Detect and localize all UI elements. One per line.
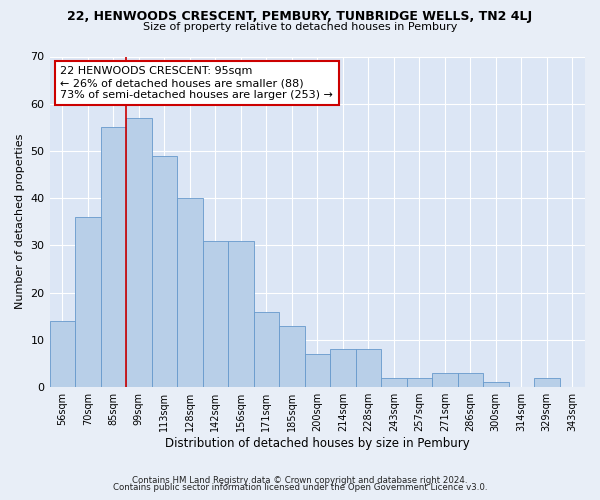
Bar [177, 198, 203, 387]
Bar [356, 350, 381, 387]
Bar [152, 156, 177, 387]
Text: 22, HENWOODS CRESCENT, PEMBURY, TUNBRIDGE WELLS, TN2 4LJ: 22, HENWOODS CRESCENT, PEMBURY, TUNBRIDG… [67, 10, 533, 23]
Bar [458, 373, 483, 387]
Bar [534, 378, 560, 387]
Bar [126, 118, 152, 387]
Bar [228, 240, 254, 387]
Bar [75, 217, 101, 387]
Bar [203, 240, 228, 387]
Bar [483, 382, 509, 387]
Bar [254, 312, 279, 387]
Text: Size of property relative to detached houses in Pembury: Size of property relative to detached ho… [143, 22, 457, 32]
Y-axis label: Number of detached properties: Number of detached properties [15, 134, 25, 310]
Text: Contains HM Land Registry data © Crown copyright and database right 2024.: Contains HM Land Registry data © Crown c… [132, 476, 468, 485]
Bar [381, 378, 407, 387]
Bar [279, 326, 305, 387]
Bar [50, 321, 75, 387]
Bar [330, 350, 356, 387]
Bar [101, 128, 126, 387]
Bar [432, 373, 458, 387]
Bar [305, 354, 330, 387]
Bar [407, 378, 432, 387]
Text: Contains public sector information licensed under the Open Government Licence v3: Contains public sector information licen… [113, 484, 487, 492]
Text: 22 HENWOODS CRESCENT: 95sqm
← 26% of detached houses are smaller (88)
73% of sem: 22 HENWOODS CRESCENT: 95sqm ← 26% of det… [60, 66, 333, 100]
X-axis label: Distribution of detached houses by size in Pembury: Distribution of detached houses by size … [165, 437, 470, 450]
